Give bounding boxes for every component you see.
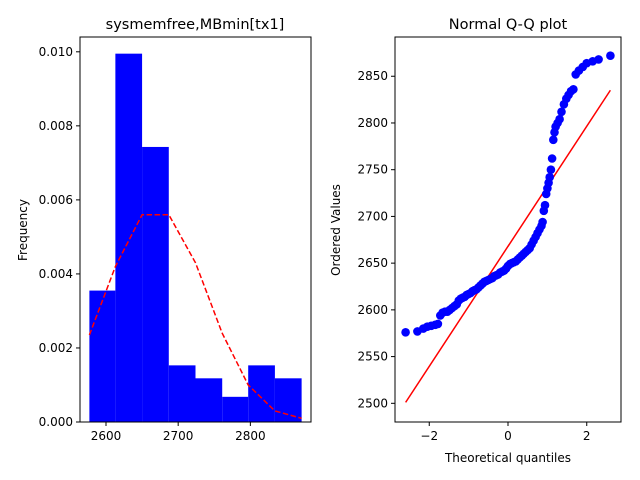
qq-point: [433, 319, 443, 329]
histogram-y-tick-label: 0.004: [39, 267, 73, 281]
qq-title: Normal Q-Q plot: [449, 17, 568, 33]
histogram-y-tick-label: 0.002: [39, 341, 73, 355]
histogram-bar: [115, 53, 143, 422]
qq-point: [549, 135, 558, 145]
qq-x-tick-label: 0: [504, 429, 512, 443]
histogram-bar: [168, 365, 196, 422]
histogram-x-tick-label: 2800: [235, 429, 266, 443]
qq-point: [540, 200, 550, 210]
qq-x-ticks: −2 0 2: [420, 422, 591, 443]
qq-point: [606, 51, 615, 60]
qq-y-tick-label: 2750: [357, 163, 388, 177]
qq-reference-line: [405, 89, 611, 403]
qq-y-tick-label: 2550: [357, 350, 388, 364]
qq-point: [557, 107, 566, 117]
histogram-bar: [248, 365, 275, 422]
qq-point: [594, 55, 603, 64]
qq-x-tick-label: −2: [420, 429, 438, 443]
qq-point: [545, 172, 554, 182]
histogram-y-ticks: 0.000 0.002 0.004 0.006 0.008 0.010: [39, 45, 80, 429]
histogram-bar: [195, 378, 223, 422]
histogram-x-ticks: 2600 2700 2800: [91, 422, 266, 443]
qq-point: [555, 114, 564, 124]
qq-y-label: Ordered Values: [329, 184, 343, 276]
qq-x-tick-label: 2: [583, 429, 591, 443]
qq-y-tick-label: 2650: [357, 256, 388, 270]
qq-point: [401, 328, 410, 337]
histogram-bar: [142, 146, 169, 422]
qq-point: [546, 165, 556, 174]
histogram-bar: [89, 290, 116, 422]
qq-y-tick-label: 2850: [357, 69, 388, 83]
qq-y-tick-label: 2600: [357, 303, 388, 317]
histogram-y-tick-label: 0.000: [39, 415, 73, 429]
histogram-bar: [222, 396, 249, 422]
histogram-x-tick-label: 2600: [91, 429, 122, 443]
qq-chart: −2 0 2 2500 2550 2600 2650 2700 2750 2800 2850 No…: [329, 17, 622, 465]
histogram-axes-frame: [79, 36, 312, 423]
qq-y-tick-label: 2700: [357, 209, 388, 223]
histogram-y-label: Frequency: [16, 199, 30, 261]
density-curve: [88, 213, 302, 420]
qq-point: [569, 85, 578, 94]
qq-points: [401, 51, 615, 337]
histogram-chart: 2600 2700 2800 0.0000.0020.0040.0060.0080.…: [16, 17, 312, 443]
histogram-y-tick-label: 0.008: [39, 119, 73, 133]
histogram-bar: [274, 378, 302, 422]
qq-x-label: Theoretical quantiles: [444, 451, 571, 465]
histogram-bars: [89, 53, 302, 422]
histogram-x-tick-label: 2700: [163, 429, 194, 443]
qq-y-tick-label: 2800: [357, 116, 388, 130]
histogram-y-tick-label: 0.006: [39, 193, 73, 207]
qq-point: [538, 217, 547, 227]
qq-point: [547, 154, 557, 163]
qq-y-tick-label: 2500: [357, 396, 388, 410]
qq-y-ticks: 2500 2550 2600 2650 2700 2750 2800 2850: [357, 69, 395, 410]
histogram-y-tick-label: 0.010: [39, 45, 73, 59]
histogram-title: sysmemfree,MBmin[tx1]: [106, 17, 285, 33]
